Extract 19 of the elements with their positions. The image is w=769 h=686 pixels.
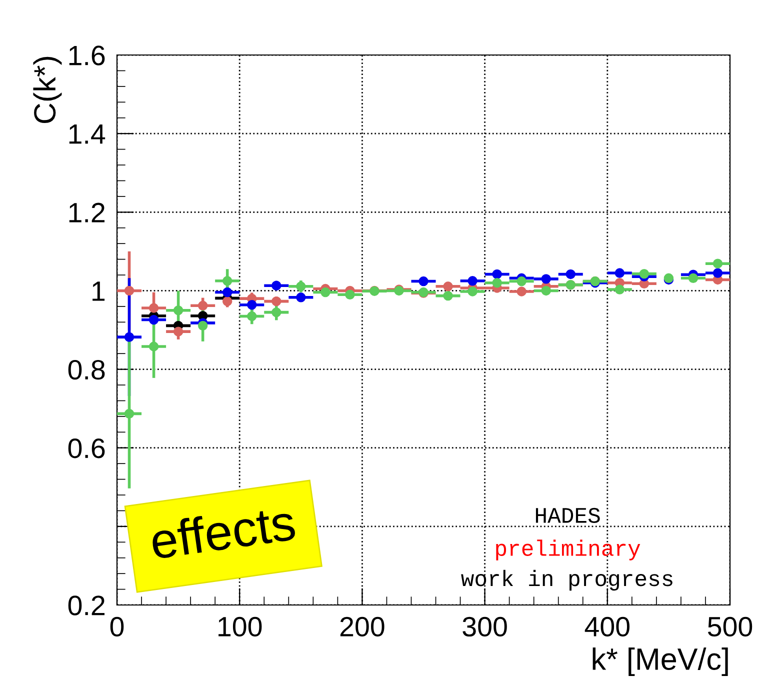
y-tick-label: 1.2: [69, 202, 104, 222]
x-tick-label: 100: [218, 616, 262, 637]
x-axis-title: k* [MeV/c]: [592, 648, 728, 676]
y-tick-label: 0.6: [68, 438, 105, 458]
y-axis-title: C(k*): [33, 56, 62, 124]
y-tick-label: 0.2: [68, 596, 104, 616]
y-tick-label: 1: [92, 282, 105, 301]
x-tick-label: 300: [462, 616, 507, 637]
annotation: preliminary: [496, 540, 640, 560]
x-tick-label: 0: [110, 616, 124, 637]
x-tick-label: 500: [708, 616, 752, 637]
y-tick-label: 1.4: [69, 124, 106, 144]
y-tick-label: 0.8: [68, 360, 105, 380]
annotation: effects: [150, 503, 296, 560]
x-tick-label: 400: [584, 616, 630, 637]
x-tick-label: 200: [340, 616, 384, 637]
annotation: work in progress: [461, 570, 672, 591]
annotation: HADES: [536, 508, 600, 523]
y-tick-label: 1.6: [69, 46, 105, 66]
